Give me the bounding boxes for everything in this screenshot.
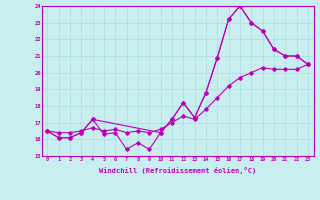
X-axis label: Windchill (Refroidissement éolien,°C): Windchill (Refroidissement éolien,°C) [99, 167, 256, 174]
